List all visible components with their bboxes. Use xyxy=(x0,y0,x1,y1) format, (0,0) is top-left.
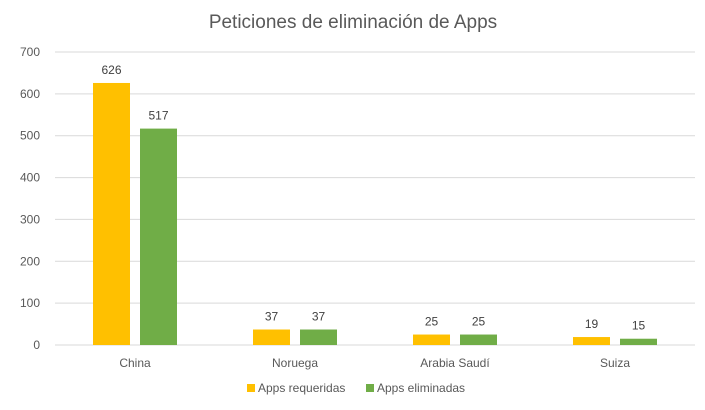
bar-china-eliminadas xyxy=(140,128,177,345)
y-tick-label: 500 xyxy=(20,129,40,143)
x-tick-label: China xyxy=(119,356,151,370)
legend: Apps requeridas Apps eliminadas xyxy=(247,381,465,395)
bar-arabia-saudí-requeridas xyxy=(413,334,450,345)
x-tick-label: Suiza xyxy=(600,356,630,370)
bars xyxy=(93,82,657,345)
data-label: 19 xyxy=(585,317,599,331)
bar-noruega-eliminadas xyxy=(300,329,337,345)
axes: 0 100 200 300 400 500 600 700 China Noruega Arabia… xyxy=(20,45,695,370)
chart-title: Peticiones de eliminación de Apps xyxy=(209,12,497,33)
y-tick-label: 0 xyxy=(33,338,40,352)
x-tick-label: Noruega xyxy=(272,356,318,370)
y-tick-label: 400 xyxy=(20,171,40,185)
data-label: 25 xyxy=(425,315,439,329)
bar-china-requeridas xyxy=(93,82,130,345)
data-label: 15 xyxy=(632,319,646,333)
y-tick-label: 200 xyxy=(20,254,40,268)
legend-swatch xyxy=(247,384,255,392)
data-label: 25 xyxy=(472,315,486,329)
y-tick-label: 300 xyxy=(20,212,40,226)
y-tick-label: 600 xyxy=(20,87,40,101)
legend-label: Apps eliminadas xyxy=(377,381,465,395)
bar-noruega-requeridas xyxy=(253,329,290,345)
data-label: 37 xyxy=(265,310,279,324)
data-labels: 626 517 37 37 25 25 19 15 xyxy=(101,63,645,333)
data-label: 517 xyxy=(148,109,168,123)
data-label: 37 xyxy=(312,310,326,324)
x-tick-label: Arabia Saudí xyxy=(420,356,490,370)
y-tick-label: 700 xyxy=(20,45,40,59)
legend-swatch xyxy=(366,384,374,392)
y-tick-label: 100 xyxy=(20,296,40,310)
data-label: 626 xyxy=(101,63,121,77)
legend-label: Apps requeridas xyxy=(258,381,345,395)
bar-arabia-saudí-eliminadas xyxy=(460,334,497,345)
bar-suiza-requeridas xyxy=(573,337,610,345)
bar-suiza-eliminadas xyxy=(620,338,657,345)
